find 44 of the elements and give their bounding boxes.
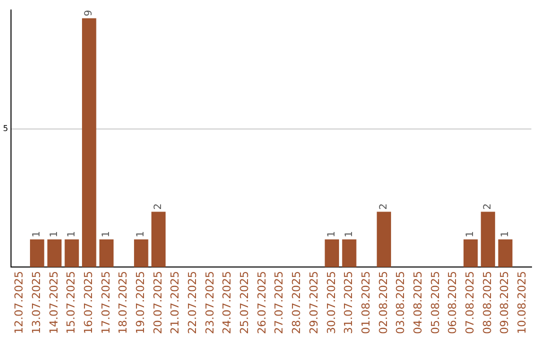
x-tick-label: 19.07.2025	[134, 271, 148, 334]
data-label: 1	[101, 231, 112, 238]
x-tick-label: 12.07.2025	[12, 271, 26, 334]
x-tick-label: 16.07.2025	[82, 271, 95, 334]
data-label: 1	[500, 231, 511, 238]
x-tick-label: 13.07.2025	[30, 271, 43, 334]
x-tick-label: 05.08.2025	[428, 271, 442, 334]
x-tick-label: 18.07.2025	[116, 271, 130, 334]
x-tick-label: 31.07.2025	[342, 271, 356, 334]
x-tick-label: 29.07.2025	[307, 271, 320, 334]
x-tick-label: 25.07.2025	[238, 271, 252, 334]
data-label: 2	[482, 203, 494, 210]
x-tick-label: 30.07.2025	[324, 271, 338, 334]
x-tick-label: 10.08.2025	[516, 271, 529, 334]
x-tick-label: 15.07.2025	[64, 271, 78, 334]
data-label: 2	[153, 203, 164, 210]
x-tick-label: 01.08.2025	[359, 271, 372, 334]
x-tick-label: 20.07.2025	[151, 271, 164, 334]
x-tick-label: 03.08.2025	[394, 271, 408, 334]
data-label: 1	[32, 231, 43, 238]
x-tick-label: 02.08.2025	[376, 271, 390, 334]
data-label: 1	[465, 231, 476, 238]
y-tick-label: 5	[2, 124, 8, 133]
x-tick-label: 09.08.2025	[498, 271, 512, 334]
x-tick-label: 22.07.2025	[186, 271, 200, 334]
x-tick-label: 27.07.2025	[272, 271, 286, 334]
x-tick-label: 14.07.2025	[47, 271, 60, 334]
x-tick-label: 26.07.2025	[255, 271, 268, 334]
x-tick-label: 06.08.2025	[446, 271, 460, 334]
data-label: 1	[344, 231, 355, 238]
x-tick-label: 24.07.2025	[220, 271, 234, 334]
x-tick-label: 07.08.2025	[464, 271, 476, 334]
x-tick-label: 04.08.2025	[411, 271, 424, 334]
x-tick-label: 21.07.2025	[168, 271, 182, 334]
x-tick-label: 28.07.2025	[290, 271, 304, 334]
x-tick-label: 08.08.2025	[480, 271, 494, 334]
data-label: 1	[49, 231, 60, 238]
data-label: 2	[378, 203, 390, 210]
data-label: 1	[326, 231, 338, 238]
data-label: 1	[136, 231, 147, 238]
data-label: 1	[66, 231, 78, 238]
x-tick-label: 23.07.2025	[203, 271, 216, 334]
data-label: 9	[84, 10, 95, 16]
x-tick-label: 17.07.2025	[99, 271, 112, 334]
